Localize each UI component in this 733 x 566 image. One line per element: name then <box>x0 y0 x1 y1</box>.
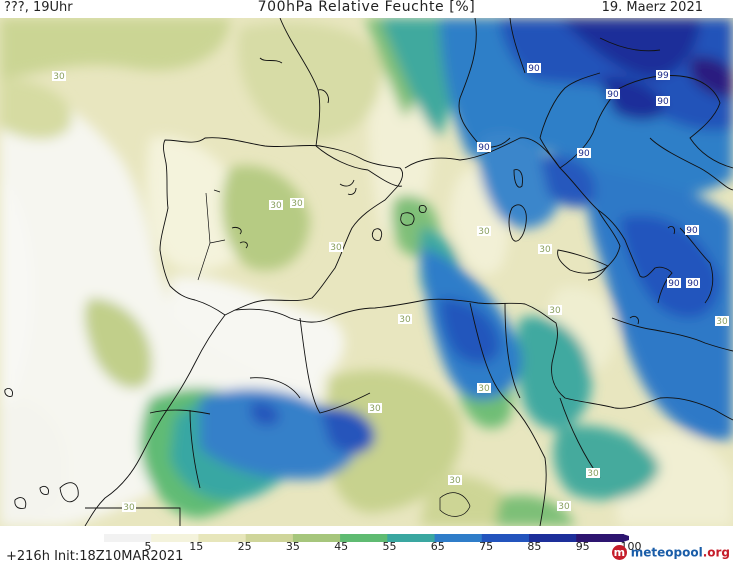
islands <box>4 169 675 517</box>
svg-text:30: 30 <box>399 315 411 325</box>
contour-label-30-d: 30 <box>329 242 343 253</box>
forecast-info: +216h Init:18Z10MAR2021 <box>6 549 184 564</box>
svg-text:30: 30 <box>330 243 342 253</box>
contour-label-90-b: 90 <box>606 89 620 100</box>
colorbar-swatch <box>340 534 388 542</box>
contour-label-30-b: 30 <box>269 200 283 211</box>
coastlines <box>84 18 733 526</box>
colorbar-tick-label: 55 <box>382 540 397 553</box>
colorbar-swatch <box>245 534 294 542</box>
svg-text:30: 30 <box>587 469 599 479</box>
colorbar-tick-label: 95 <box>575 540 590 553</box>
contour-label-30-m: 30 <box>448 475 462 486</box>
colorbar-swatch <box>151 534 199 542</box>
valid-date: 19. Maerz 2021 <box>601 0 703 15</box>
colorbar-swatches <box>104 534 636 542</box>
colorbar-tick-label: 35 <box>285 540 300 553</box>
svg-text:90: 90 <box>578 149 590 159</box>
contour-label-30-j: 30 <box>368 403 382 414</box>
contour-label-30-o: 30 <box>122 502 136 513</box>
contour-label-30-f: 30 <box>538 244 552 255</box>
svg-text:90: 90 <box>607 90 619 100</box>
svg-text:30: 30 <box>449 476 461 486</box>
colorbar-tick-label: 45 <box>334 540 349 553</box>
contour-label-30-e: 30 <box>477 226 491 237</box>
svg-text:30: 30 <box>53 72 65 82</box>
contour-label-90-c: 90 <box>656 96 670 107</box>
run-label: ???, 19Uhr <box>4 0 73 15</box>
contour-label-30-l: 30 <box>586 468 600 479</box>
contour-label-30-c: 30 <box>290 198 304 209</box>
map-canvas: 30 30 30 30 30 30 30 30 30 30 30 30 30 3… <box>0 18 733 526</box>
colorbar-tick-label: 5 <box>144 540 152 553</box>
logo-mark-icon: m <box>611 545 627 560</box>
svg-text:90: 90 <box>668 279 680 289</box>
colorbar-swatch <box>387 534 435 542</box>
svg-text:30: 30 <box>478 227 490 237</box>
colorbar-swatch <box>434 534 483 542</box>
map-title: 700hPa Relative Feuchte [%] <box>257 0 476 15</box>
svg-text:90: 90 <box>657 97 669 107</box>
colorbar-swatch <box>198 534 247 542</box>
contour-label-30-k: 30 <box>715 316 729 327</box>
svg-text:90: 90 <box>687 279 699 289</box>
meteopool-logo[interactable]: m meteopool.org <box>611 545 730 565</box>
svg-text:30: 30 <box>123 503 135 513</box>
contour-label-90-e: 90 <box>577 148 591 159</box>
humidity-map[interactable]: 30 30 30 30 30 30 30 30 30 30 30 30 30 3… <box>0 18 733 526</box>
contour-labels: 30 30 30 30 30 30 30 30 30 30 30 30 30 3… <box>52 63 729 513</box>
contour-label-90-g: 90 <box>667 278 681 289</box>
svg-text:30: 30 <box>558 502 570 512</box>
svg-text:90: 90 <box>528 64 540 74</box>
contour-label-30-n: 30 <box>557 501 571 512</box>
colorbar-tick-label: 15 <box>189 540 204 553</box>
svg-text:90: 90 <box>686 226 698 236</box>
colorbar-tick-label: 25 <box>237 540 252 553</box>
contour-label-90-h: 90 <box>686 278 700 289</box>
contour-label-30-g: 30 <box>548 305 562 316</box>
colorbar <box>104 529 636 542</box>
contour-label-90-f: 90 <box>685 225 699 236</box>
contour-label-30-i: 30 <box>477 383 491 394</box>
contour-label-30-h: 30 <box>398 314 412 325</box>
svg-text:30: 30 <box>291 199 303 209</box>
colorbar-swatch <box>104 534 152 542</box>
colorbar-tick-label: 85 <box>527 540 542 553</box>
logo-text: meteopool.org <box>630 545 730 560</box>
svg-text:30: 30 <box>539 245 551 255</box>
svg-text:30: 30 <box>369 404 381 414</box>
svg-text:90: 90 <box>478 143 490 153</box>
svg-text:30: 30 <box>270 201 282 211</box>
contour-label-30-a: 30 <box>52 71 66 82</box>
svg-text:99: 99 <box>657 71 669 81</box>
svg-text:30: 30 <box>716 317 728 327</box>
colorbar-swatch <box>576 534 624 542</box>
svg-text:30: 30 <box>478 384 490 394</box>
colorbar-ticks: 5 15 25 35 45 55 65 75 85 95 100 <box>104 540 642 554</box>
colorbar-tick-label: 65 <box>430 540 445 553</box>
humidity-field <box>0 18 733 526</box>
contour-label-90-d: 90 <box>477 142 491 153</box>
contour-label-99: 99 <box>656 70 670 81</box>
colorbar-swatch <box>529 534 577 542</box>
colorbar-swatch <box>481 534 530 542</box>
colorbar-swatch <box>292 534 341 542</box>
contour-label-90-a: 90 <box>527 63 541 74</box>
header-bar: ???, 19Uhr 700hPa Relative Feuchte [%] 1… <box>0 0 733 18</box>
colorbar-tick-label: 75 <box>479 540 494 553</box>
svg-text:30: 30 <box>549 306 561 316</box>
